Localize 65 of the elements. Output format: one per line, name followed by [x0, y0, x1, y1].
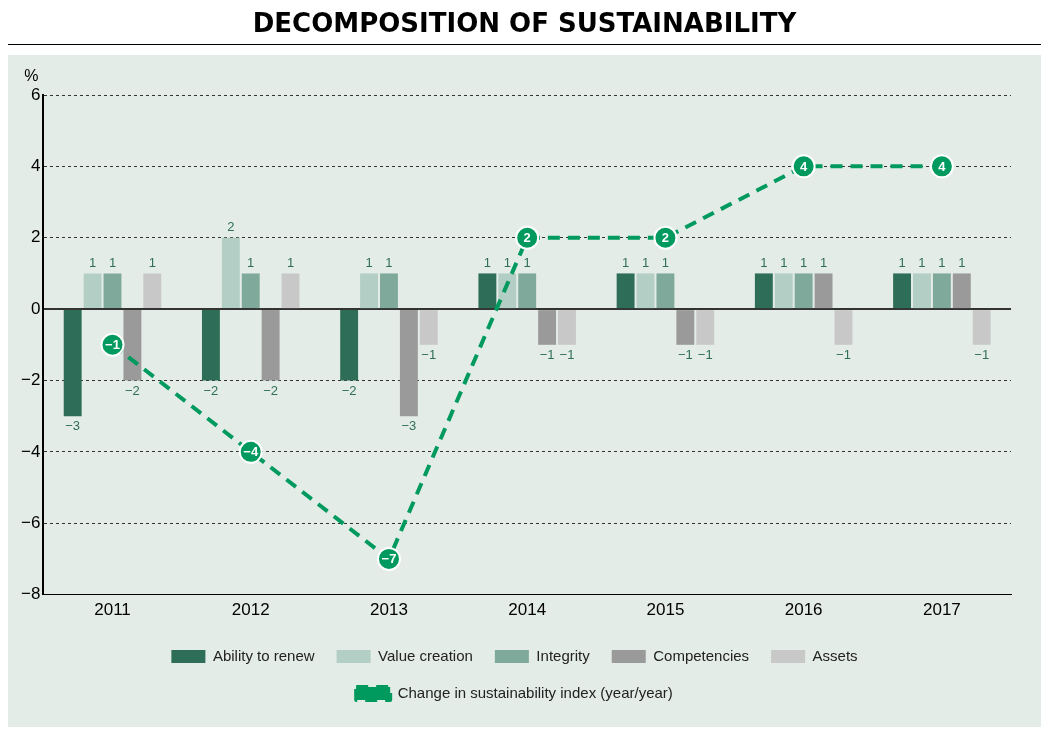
y-tick-label: −4: [20, 441, 41, 461]
data-label: 1: [641, 254, 650, 270]
data-label: 4: [938, 158, 947, 174]
data-label: 1: [918, 254, 926, 270]
data-label: −1: [105, 337, 120, 353]
data-label: 1: [958, 254, 966, 270]
y-axis-title: %: [24, 67, 39, 85]
data-label: −1: [677, 346, 693, 362]
data-label: −2: [263, 382, 279, 398]
y-tick-label: 4: [30, 156, 41, 176]
x-tick-label: 2017: [922, 600, 961, 620]
legend-label: Assets: [812, 646, 858, 664]
data-label: 1: [108, 254, 117, 270]
data-label: 1: [483, 254, 491, 270]
data-label: 2: [523, 230, 531, 246]
data-label: 1: [523, 254, 531, 270]
y-tick-label: −6: [20, 512, 41, 532]
y-tick-label: −8: [20, 584, 41, 604]
data-label: −1: [697, 346, 713, 362]
data-label: −2: [203, 382, 219, 398]
chart-title: DECOMPOSITION OF SUSTAINABILITY: [8, 8, 1041, 45]
data-label: 1: [247, 254, 255, 270]
y-tick-label: 6: [30, 84, 41, 104]
data-label: −7: [381, 551, 397, 567]
data-label: 1: [661, 254, 670, 270]
data-label: −2: [124, 382, 140, 398]
y-tick-label: 2: [30, 227, 41, 247]
legend-label: Value creation: [378, 646, 473, 664]
y-tick-label: −2: [20, 370, 41, 390]
data-label: 1: [621, 254, 630, 270]
legend-label: Competencies: [653, 646, 750, 664]
data-label: 1: [286, 254, 295, 270]
data-label: 1: [385, 254, 393, 270]
data-label: −2: [341, 382, 357, 398]
x-tick-label: 2012: [231, 600, 270, 620]
data-label: −4: [243, 444, 259, 460]
data-label: −3: [401, 418, 417, 434]
data-label: 2: [661, 230, 670, 246]
data-label: 1: [760, 254, 768, 270]
legend-label: Change in sustainability index (year/year): [397, 683, 673, 701]
x-tick-label: 2014: [508, 600, 547, 620]
legend-label: Ability to renew: [212, 646, 315, 664]
y-tick-label: 0: [30, 298, 41, 318]
data-label: 1: [898, 254, 906, 270]
data-label: −1: [559, 346, 575, 362]
data-label: −1: [421, 346, 437, 362]
x-tick-label: 2015: [646, 600, 685, 620]
data-label: −1: [974, 346, 990, 362]
data-label: 1: [148, 254, 156, 270]
legend-label: Integrity: [536, 646, 591, 664]
data-label: −1: [836, 346, 851, 362]
data-label: −1: [539, 346, 555, 362]
x-tick-label: 2011: [94, 600, 131, 620]
data-label: 4: [800, 158, 809, 174]
data-label: 1: [503, 254, 511, 270]
data-label: 1: [800, 254, 808, 270]
data-label: 2: [227, 218, 235, 234]
x-tick-label: 2016: [784, 600, 823, 620]
data-label: 1: [88, 254, 97, 270]
data-label: 1: [819, 254, 828, 270]
x-tick-label: 2013: [370, 600, 408, 620]
data-label: 1: [938, 254, 946, 270]
data-label: 1: [780, 254, 788, 270]
data-label: −3: [65, 418, 81, 434]
data-label: 1: [365, 254, 373, 270]
